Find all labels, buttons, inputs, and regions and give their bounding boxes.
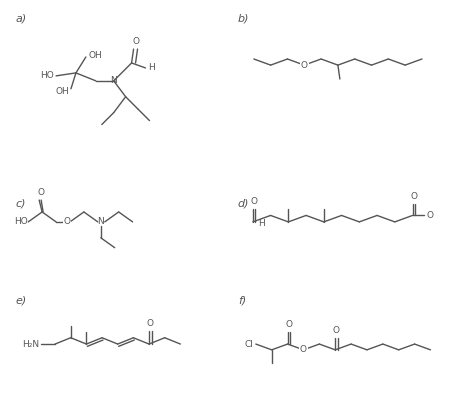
Text: HO: HO — [15, 217, 28, 226]
Text: O: O — [299, 345, 306, 354]
Text: H: H — [257, 219, 264, 229]
Text: HO: HO — [40, 72, 54, 81]
Text: O: O — [425, 211, 433, 220]
Text: Cl: Cl — [244, 339, 253, 349]
Text: O: O — [63, 217, 71, 226]
Text: OH: OH — [55, 87, 69, 96]
Text: O: O — [284, 320, 292, 329]
Text: O: O — [132, 37, 139, 46]
Text: d): d) — [238, 198, 249, 208]
Text: H₂N: H₂N — [22, 339, 39, 349]
Text: O: O — [409, 192, 416, 201]
Text: c): c) — [15, 198, 26, 208]
Text: e): e) — [15, 296, 26, 305]
Text: N: N — [110, 76, 117, 85]
Text: b): b) — [238, 13, 249, 23]
Text: O: O — [63, 217, 71, 226]
Text: O: O — [146, 319, 153, 328]
Text: O: O — [250, 197, 257, 206]
Text: H: H — [148, 63, 155, 72]
Text: O: O — [300, 60, 307, 69]
Text: O: O — [300, 60, 307, 69]
Text: O: O — [425, 211, 433, 220]
Text: O: O — [332, 326, 339, 335]
Text: f): f) — [238, 296, 246, 305]
Text: a): a) — [15, 13, 26, 23]
Text: O: O — [38, 188, 45, 197]
Text: OH: OH — [89, 51, 102, 60]
Text: N: N — [97, 217, 104, 226]
